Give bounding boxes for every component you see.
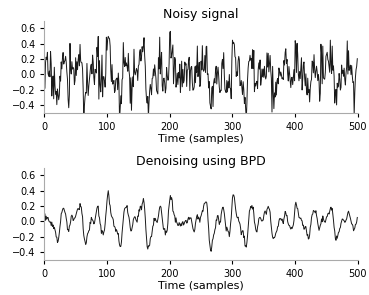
X-axis label: Time (samples): Time (samples)	[158, 134, 244, 144]
X-axis label: Time (samples): Time (samples)	[158, 281, 244, 291]
Title: Noisy signal: Noisy signal	[163, 8, 239, 21]
Title: Denoising using BPD: Denoising using BPD	[136, 155, 266, 168]
